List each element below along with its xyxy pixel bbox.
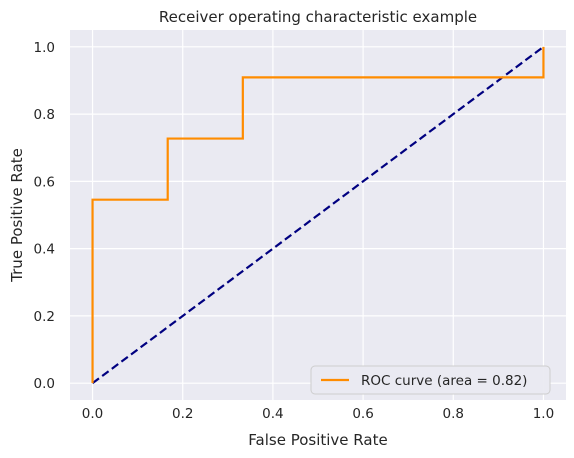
y-tick-label: 0.6	[34, 174, 55, 190]
y-tick-label: 0.4	[34, 242, 55, 258]
y-tick-label: 1.0	[34, 40, 55, 56]
x-tick-label: 1.0	[533, 406, 554, 422]
x-tick-labels: 0.0 0.2 0.4 0.6 0.8 1.0	[82, 406, 554, 422]
roc-curve-line	[91, 46, 545, 384]
chance-diagonal-line	[91, 45, 545, 385]
series-group	[91, 45, 545, 385]
x-tick-label: 0.2	[172, 406, 193, 422]
x-tick-label: 0.8	[443, 406, 464, 422]
x-axis-label: False Positive Rate	[248, 431, 387, 449]
y-tick-label: 0.8	[34, 107, 55, 123]
y-tick-label: 0.2	[34, 309, 55, 325]
legend-box	[310, 365, 551, 395]
legend-label-roc: ROC curve (area = 0.82)	[361, 373, 527, 389]
grid-lines	[70, 30, 566, 400]
x-tick-label: 0.4	[262, 406, 283, 422]
y-axis-label: True Positive Rate	[8, 148, 26, 283]
chart-title: Receiver operating characteristic exampl…	[159, 8, 477, 26]
x-tick-label: 0.0	[82, 406, 103, 422]
y-tick-label: 0.0	[34, 376, 55, 392]
y-tick-labels: 0.0 0.2 0.4 0.6 0.8 1.0	[34, 40, 55, 392]
legend: ROC curve (area = 0.82)	[310, 365, 551, 395]
x-tick-label: 0.6	[352, 406, 373, 422]
